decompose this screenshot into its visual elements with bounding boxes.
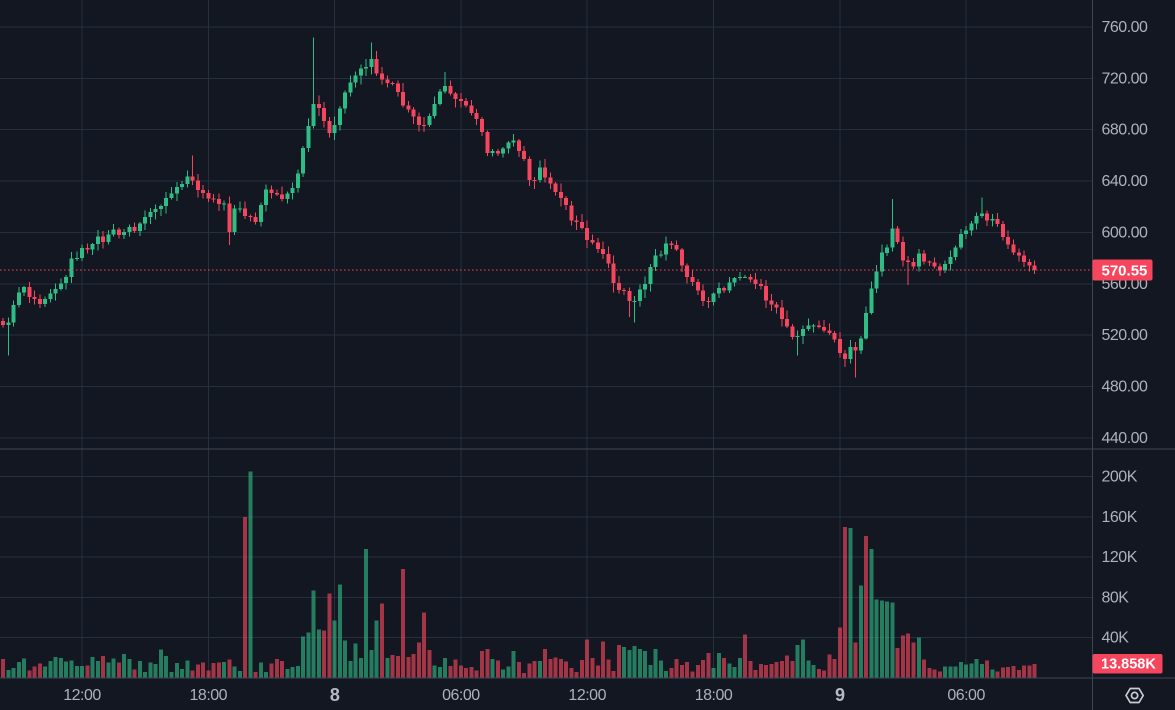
svg-text:12:00: 12:00	[568, 687, 606, 704]
svg-text:760.00: 760.00	[1102, 19, 1149, 36]
svg-text:200K: 200K	[1102, 469, 1138, 486]
svg-text:18:00: 18:00	[695, 687, 733, 704]
svg-text:720.00: 720.00	[1102, 70, 1149, 87]
svg-text:680.00: 680.00	[1102, 122, 1149, 139]
svg-text:8: 8	[330, 685, 340, 705]
svg-text:18:00: 18:00	[190, 687, 228, 704]
svg-text:600.00: 600.00	[1102, 224, 1149, 241]
svg-text:12:00: 12:00	[63, 687, 101, 704]
svg-text:9: 9	[835, 685, 845, 705]
svg-text:570.55: 570.55	[1102, 263, 1148, 280]
svg-text:06:00: 06:00	[442, 687, 480, 704]
svg-text:13.858K: 13.858K	[1101, 657, 1156, 673]
svg-text:160K: 160K	[1102, 509, 1138, 526]
svg-text:440.00: 440.00	[1102, 430, 1149, 447]
svg-text:80K: 80K	[1102, 589, 1130, 606]
svg-text:06:00: 06:00	[947, 687, 985, 704]
svg-text:120K: 120K	[1102, 549, 1138, 566]
svg-text:40K: 40K	[1102, 630, 1130, 647]
svg-text:520.00: 520.00	[1102, 327, 1149, 344]
svg-text:480.00: 480.00	[1102, 378, 1149, 395]
svg-text:640.00: 640.00	[1102, 173, 1149, 190]
